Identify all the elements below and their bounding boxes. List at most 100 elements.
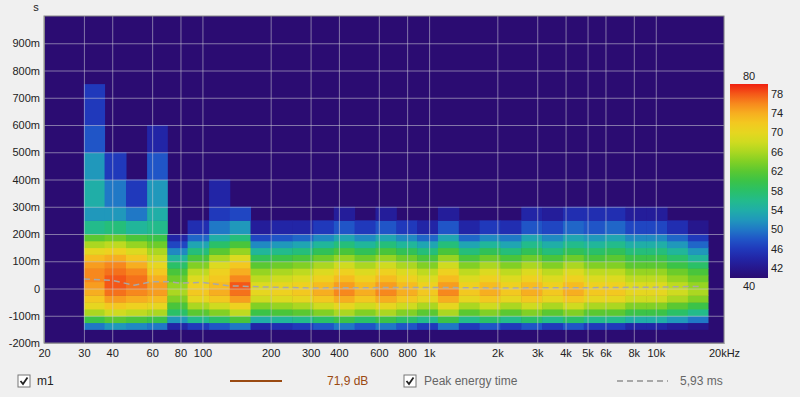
heatmap-cell: [355, 309, 376, 316]
heatmap-cell: [271, 316, 293, 323]
heatmap-cell: [646, 207, 667, 221]
heatmap-cell: [500, 241, 521, 248]
heatmap-cell: [646, 220, 667, 234]
heatmap-cell: [84, 220, 105, 234]
y-tick: 400m: [12, 174, 724, 186]
heatmap-cell: [126, 275, 148, 282]
heatmap-cell: [105, 295, 127, 302]
x-tick-label: 20kHz: [709, 347, 740, 359]
heatmap-cell: [313, 289, 334, 296]
heatmap-cell: [334, 268, 355, 275]
heatmap-cell: [334, 316, 355, 323]
colorbar-tick-label: 62: [771, 165, 783, 177]
heatmap-cell: [84, 261, 105, 268]
heatmap-cell: [230, 234, 251, 241]
heatmap-cell: [126, 302, 148, 309]
heatmap-cell: [542, 295, 563, 302]
heatmap-cell: [605, 289, 626, 296]
heatmap-cell: [584, 234, 605, 241]
heatmap-cell: [84, 152, 105, 180]
heatmap-cell: [667, 241, 688, 248]
heatmap-cell: [230, 268, 251, 275]
heatmap-cell: [521, 248, 542, 255]
heatmap-cell: [417, 316, 438, 323]
heatmap-cell: [334, 275, 355, 282]
y-tick-label: 0: [34, 283, 40, 295]
heatmap-cell: [313, 234, 334, 241]
heatmap-cell: [417, 241, 438, 248]
heatmap-cell: [417, 323, 438, 330]
heatmap-cell: [625, 275, 646, 282]
heatmap-cell: [417, 309, 438, 316]
heatmap-cell: [605, 275, 626, 282]
heatmap-cell: [271, 261, 293, 268]
heatmap-cell: [688, 248, 709, 255]
heatmap-cell: [209, 323, 230, 330]
y-tick-label: -200m: [9, 337, 40, 349]
heatmap-cell: [251, 254, 272, 261]
heatmap-cell: [396, 268, 417, 275]
heatmap-cell: [271, 295, 293, 302]
x-tick-label: 60: [147, 347, 159, 359]
heatmap-cell: [188, 248, 210, 255]
heatmap-cell: [105, 248, 127, 255]
colorbar-tick-label: 78: [771, 88, 783, 100]
y-tick-label: 100m: [12, 255, 40, 267]
heatmap-cell: [209, 241, 230, 248]
checkbox-check[interactable]: [407, 378, 414, 385]
heatmap-cell: [188, 268, 210, 275]
heatmap-cell: [334, 289, 355, 296]
colorbar-tick-label: 46: [771, 243, 783, 255]
y-tick-label: 200m: [12, 228, 40, 240]
heatmap-cell: [417, 289, 438, 296]
heatmap-cell: [688, 275, 709, 282]
heatmap-cell: [271, 254, 293, 261]
heatmap-cell: [542, 289, 563, 296]
y-tick: 800m: [12, 65, 724, 77]
heatmap-cell: [251, 241, 272, 248]
heatmap-cell: [417, 302, 438, 309]
colorbar-tick-label: 40: [743, 280, 755, 292]
heatmap-cell: [521, 289, 542, 296]
heatmap-cell: [688, 309, 709, 316]
heatmap-cell: [667, 316, 688, 323]
heatmap-cell: [313, 241, 334, 248]
heatmap-cell: [188, 289, 210, 296]
heatmap-cell: [334, 323, 355, 330]
heatmap-cell: [605, 323, 626, 330]
heatmap-cell: [417, 234, 438, 241]
checkbox-box[interactable]: [404, 375, 416, 387]
heatmap-cell: [105, 234, 127, 241]
heatmap-cell: [230, 295, 251, 302]
heatmap-cell: [126, 180, 148, 208]
heatmap-cell: [126, 295, 148, 302]
heatmap-cell: [438, 323, 459, 330]
heatmap-cell: [209, 248, 230, 255]
checkbox-check[interactable]: [21, 378, 28, 385]
checkbox-box[interactable]: [18, 375, 30, 387]
legend-checkbox-series[interactable]: [404, 375, 416, 387]
heatmap-cell: [625, 323, 646, 330]
heatmap-cell: [84, 84, 105, 125]
heatmap-cell: [542, 207, 563, 221]
heatmap-cell: [188, 261, 210, 268]
heatmap-cell: [84, 207, 105, 221]
heatmap-cell: [521, 207, 542, 221]
legend-value: 71,9 dB: [327, 374, 368, 388]
heatmap-cell: [209, 275, 230, 282]
legend-checkbox-m1[interactable]: [18, 375, 30, 387]
heatmap-cell: [646, 248, 667, 255]
heatmap-cell: [209, 302, 230, 309]
heatmap-cell: [521, 302, 542, 309]
heatmap-cell: [167, 275, 188, 282]
heatmap-cell: [188, 302, 210, 309]
heatmap-cell: [375, 207, 396, 221]
heatmap-cell: [334, 254, 355, 261]
heatmap-cell: [251, 220, 272, 234]
heatmap-cell: [167, 254, 188, 261]
heatmap-cell: [84, 289, 105, 296]
heatmap-cell: [209, 261, 230, 268]
heatmap-cell: [167, 295, 188, 302]
heatmap-cell: [438, 268, 459, 275]
heatmap-cell: [355, 248, 376, 255]
